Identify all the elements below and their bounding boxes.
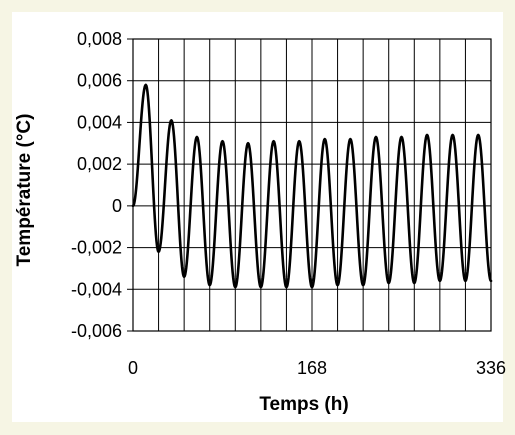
y-tick-label: 0 (112, 196, 122, 216)
y-tick-label: 0,008 (77, 29, 122, 49)
x-tick-label: 336 (476, 358, 506, 378)
plot-border (132, 38, 492, 332)
y-tick-label: -0,004 (71, 279, 122, 299)
y-axis-ticks: 0,008 0,006 0,004 0,002 0 -0,002 -0,004 -0,006 (71, 29, 133, 341)
x-axis-ticks: 0 168 336 (128, 358, 506, 378)
x-axis-title: Temps (h) (259, 394, 348, 415)
plot-frame (132, 38, 492, 332)
x-tick-label: 0 (128, 358, 138, 378)
y-tick-label: -0,002 (71, 238, 122, 258)
series-line (131, 83, 493, 289)
y-tick-label: 0,002 (77, 154, 122, 174)
y-tick-label: 0,006 (77, 71, 122, 91)
y-tick-label: 0,004 (77, 112, 122, 132)
x-tick-label: 168 (297, 358, 327, 378)
y-tick-label: -0,006 (71, 321, 122, 341)
y-axis-title: Température (°C) (14, 114, 35, 267)
